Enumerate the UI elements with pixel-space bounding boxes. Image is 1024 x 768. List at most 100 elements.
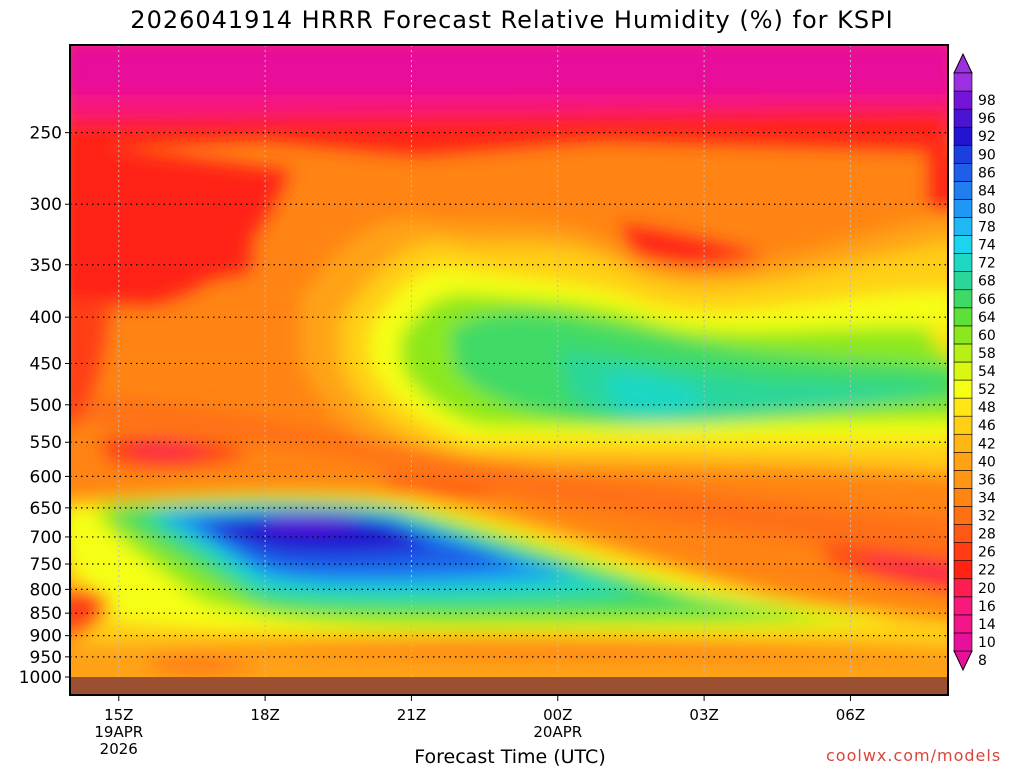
colorbar-label-8: 8: [978, 653, 987, 669]
colorbar-swatch-78: [953, 199, 973, 218]
colorbar-label-92: 92: [978, 129, 996, 145]
colorbar-swatch-20: [953, 560, 973, 580]
x-tick-label-21Z: 21Z: [397, 706, 426, 724]
x-axis-label: Forecast Time (UTC): [414, 746, 606, 768]
y-tick-label-850: 850: [30, 604, 62, 624]
colorbar-label-40: 40: [978, 454, 996, 470]
y-tick-label-950: 950: [30, 648, 62, 668]
colorbar-label-42: 42: [978, 436, 996, 452]
colorbar-label-22: 22: [978, 563, 996, 579]
colorbar-label-64: 64: [978, 310, 996, 326]
colorbar-swatch-22: [953, 542, 973, 561]
y-tick-label-250: 250: [30, 124, 62, 144]
y-tick-label-650: 650: [30, 499, 62, 519]
grid-lines: [70, 45, 948, 677]
x-tick-date-15Z: 19APR: [94, 723, 143, 741]
colorbar-label-66: 66: [978, 292, 996, 308]
colorbar-swatch-40: [953, 433, 973, 453]
colorbar-label-74: 74: [978, 238, 996, 254]
colorbar-swatch-96: [953, 90, 973, 110]
colorbar-label-84: 84: [978, 183, 996, 199]
colorbar-label-28: 28: [978, 527, 996, 543]
colorbar-swatch-66: [953, 271, 973, 291]
chart-title: 2026041914 HRRR Forecast Relative Humidi…: [130, 6, 894, 34]
colorbar-bottom-arrow: [953, 650, 973, 672]
colorbar-label-80: 80: [978, 201, 996, 217]
colorbar-swatch-48: [953, 379, 973, 399]
colorbar-swatch-32: [953, 488, 973, 507]
y-tick-label-700: 700: [30, 528, 62, 548]
y-tick-label-750: 750: [30, 555, 62, 575]
colorbar-swatch-54: [953, 343, 973, 363]
colorbar-swatch-10: [953, 614, 973, 634]
y-tick-label-350: 350: [30, 256, 62, 276]
x-tick-label-03Z: 03Z: [689, 706, 718, 724]
colorbar-swatch-8: [953, 632, 973, 652]
colorbar-label-46: 46: [978, 418, 996, 434]
credit-link[interactable]: coolwx.com/models: [826, 746, 1002, 765]
y-tick-label-600: 600: [30, 467, 62, 487]
y-tick-label-550: 550: [30, 433, 62, 453]
x-tick-label-06Z: 06Z: [836, 706, 865, 724]
colorbar-label-20: 20: [978, 581, 996, 597]
x-tick-label-00Z: 00Z: [543, 706, 572, 724]
colorbar-label-52: 52: [978, 382, 996, 398]
colorbar-label-48: 48: [978, 400, 996, 416]
y-tick-label-1000: 1000: [19, 668, 62, 688]
plot-frame: [69, 44, 949, 696]
colorbar-swatch-16: [953, 578, 973, 598]
colorbar-label-10: 10: [978, 635, 996, 651]
y-axis: 250 300 350 400 450 500 550 600 650 700 750 800 850 9…: [19, 124, 70, 688]
colorbar-label-36: 36: [978, 472, 996, 488]
ground-layer: [70, 677, 948, 695]
colorbar-swatch-80: [953, 181, 973, 200]
colorbar-label-16: 16: [978, 599, 996, 615]
colorbar-swatch-90: [953, 126, 973, 146]
colorbar: 8 10 14 16 20 22 26 28 32 34 36 40 42 46 48 52 54 58 60 64 6…: [953, 52, 996, 672]
colorbar-top-arrow: [953, 52, 973, 74]
colorbar-label-90: 90: [978, 147, 996, 163]
colorbar-label-26: 26: [978, 545, 996, 561]
colorbar-swatch-74: [953, 217, 973, 236]
y-tick-label-500: 500: [30, 396, 62, 416]
x-tick-year-15Z: 2026: [100, 740, 138, 758]
x-tick-date-00Z: 20APR: [533, 723, 582, 741]
colorbar-swatch-28: [953, 506, 973, 525]
colorbar-swatch-58: [953, 325, 973, 345]
colorbar-label-72: 72: [978, 256, 996, 272]
colorbar-swatch-72: [953, 235, 973, 254]
y-tick-label-800: 800: [30, 580, 62, 600]
colorbar-swatch-46: [953, 397, 973, 417]
colorbar-label-54: 54: [978, 364, 996, 380]
colorbar-swatch-84: [953, 163, 973, 182]
colorbar-label-14: 14: [978, 617, 996, 633]
y-tick-label-400: 400: [30, 308, 62, 328]
y-tick-label-900: 900: [30, 627, 62, 647]
colorbar-label-96: 96: [978, 111, 996, 127]
colorbar-label-58: 58: [978, 346, 996, 362]
y-tick-label-450: 450: [30, 354, 62, 374]
colorbar-label-98: 98: [978, 93, 996, 109]
colorbar-label-78: 78: [978, 220, 996, 236]
colorbar-label-34: 34: [978, 490, 996, 506]
colorbar-label-68: 68: [978, 274, 996, 290]
humidity-field: [70, 45, 948, 695]
colorbar-label-32: 32: [978, 509, 996, 525]
colorbar-swatch-68: [953, 253, 973, 272]
colorbar-swatch-64: [953, 289, 973, 309]
x-tick-label-18Z: 18Z: [250, 706, 279, 724]
colorbar-swatch-52: [953, 361, 973, 381]
colorbar-swatch-98: [953, 72, 973, 92]
colorbar-swatch-14: [953, 596, 973, 616]
colorbar-swatch-92: [953, 108, 973, 128]
colorbar-label-86: 86: [978, 165, 996, 181]
x-tick-label-15Z: 15Z: [104, 706, 133, 724]
colorbar-swatch-86: [953, 144, 973, 164]
colorbar-swatch-34: [953, 470, 973, 489]
colorbar-swatch-26: [953, 524, 973, 543]
colorbar-swatch-36: [953, 452, 973, 471]
colorbar-swatch-60: [953, 307, 973, 327]
y-tick-label-300: 300: [30, 195, 62, 215]
